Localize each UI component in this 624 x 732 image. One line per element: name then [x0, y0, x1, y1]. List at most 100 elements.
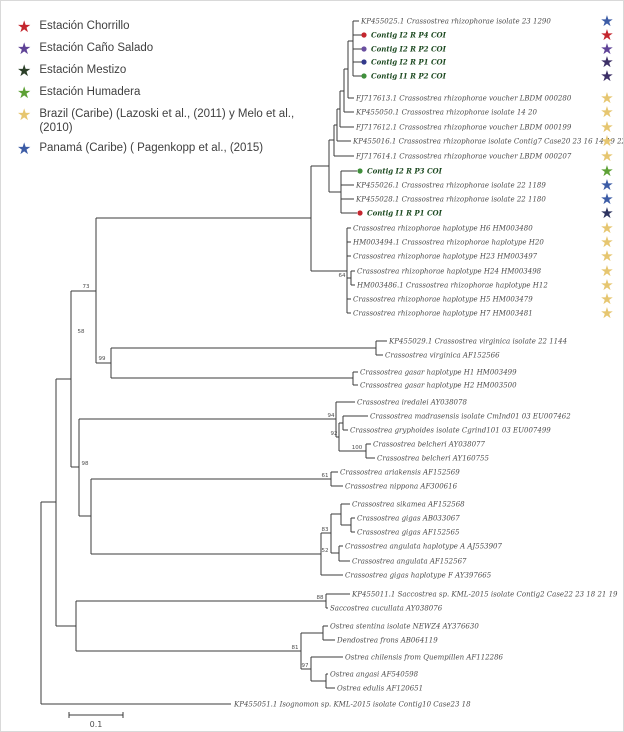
station-dot-icon	[357, 210, 363, 216]
support-value: 88	[317, 595, 324, 601]
station-star-icon: ★	[600, 40, 613, 58]
station-star-icon: ★	[600, 103, 613, 121]
taxon-label: FJ717614.1 Crassostrea rhizophorae vouch…	[355, 152, 572, 160]
station-star-icon: ★	[600, 190, 613, 208]
taxon-label: KP455026.1 Crassostrea rhizophorae isola…	[355, 181, 546, 189]
taxon-label: HM003486.1 Crassostrea rhizophorae haplo…	[356, 281, 548, 289]
support-value: 64	[339, 273, 346, 279]
taxon-label: FJ717612.1 Crassostrea rhizophorae vouch…	[355, 123, 572, 131]
station-star-icon: ★	[600, 162, 613, 180]
station-star-icon: ★	[600, 26, 613, 44]
taxon-label: KP455028.1 Crassostrea rhizophorae isola…	[355, 195, 546, 203]
taxon-label: Saccostrea cucullata AY038076	[330, 604, 443, 612]
taxon-label: Ostrea edulis AF120651	[337, 684, 423, 692]
legend-item-humadera: ★ Estación Humadera	[17, 85, 303, 101]
taxon-label: Crassostrea rhizophorae haplotype H7 HM0…	[353, 309, 533, 317]
scale-bar-label: 0.1	[90, 720, 103, 729]
taxon-label: Contig I2 R P3 COI	[367, 166, 443, 175]
legend-item-brazil: ★ Brazil (Caribe) (Lazoski et al., (2011…	[17, 107, 303, 135]
taxon-label: Crassostrea rhizophorae haplotype H24 HM…	[357, 267, 542, 275]
taxon-label: KP455029.1 Crassostrea virginica isolate…	[388, 337, 567, 345]
taxon-label: Crassostrea virginica AF152566	[385, 351, 500, 359]
taxon-label: Dendostrea frons AB064119	[336, 636, 438, 644]
taxon-label: Crassostrea nippona AF300616	[345, 482, 458, 490]
legend: ★ Estación Chorrillo ★ Estación Caño Sal…	[17, 19, 303, 157]
taxon-label: Crassostrea rhizophorae haplotype H6 HM0…	[353, 224, 533, 232]
taxon-label: Crassostrea gryphoides isolate Cgrind101…	[350, 426, 551, 434]
support-value: 81	[292, 645, 299, 651]
station-dot-icon	[361, 32, 367, 38]
taxon-label: Ostrea angasi AF540598	[330, 670, 419, 678]
taxon-label: Ostrea chilensis from Quempillen AF11228…	[345, 653, 504, 661]
taxon-label: Ostrea stentina isolate NEWZ4 AY376630	[330, 622, 479, 630]
taxon-label: KP455050.1 Crassostrea rhizophorae isola…	[355, 108, 537, 116]
station-star-icon: ★	[600, 290, 613, 308]
star-icon: ★	[17, 61, 32, 80]
legend-item-cano-salado: ★ Estación Caño Salado	[17, 41, 303, 57]
station-star-icon: ★	[600, 276, 613, 294]
taxon-label: Contig I2 R P2 COI	[371, 44, 447, 53]
taxon-label: Contig I2 R P1 COI	[371, 57, 447, 66]
support-value: 61	[322, 473, 329, 479]
station-star-icon: ★	[600, 262, 613, 280]
taxon-label: Crassostrea gigas AF152565	[357, 528, 460, 536]
station-star-icon: ★	[600, 176, 613, 194]
station-star-icon: ★	[600, 204, 613, 222]
station-dot-icon	[357, 168, 363, 174]
support-value: 58	[78, 329, 85, 335]
taxon-label: Crassostrea iredalei AY038078	[357, 398, 467, 406]
station-star-icon: ★	[600, 233, 613, 251]
star-icon: ★	[17, 39, 32, 58]
station-star-icon: ★	[600, 67, 613, 85]
support-value: 52	[322, 548, 329, 554]
taxon-label: Crassostrea gasar haplotype H1 HM003499	[360, 368, 517, 376]
taxon-label: Crassostrea belcheri AY038077	[373, 440, 485, 448]
support-value: 92	[331, 431, 338, 437]
station-star-icon: ★	[600, 304, 613, 322]
support-value: 98	[82, 461, 89, 467]
legend-item-chorrillo: ★ Estación Chorrillo	[17, 19, 303, 35]
star-icon: ★	[17, 17, 32, 36]
taxon-label: Contig I2 R P4 COI	[371, 30, 447, 39]
support-value: 99	[99, 356, 106, 362]
station-star-icon: ★	[600, 89, 613, 107]
taxon-label: Crassostrea belcheri AY160755	[377, 454, 489, 462]
legend-label: Estación Caño Salado	[39, 42, 154, 54]
taxon-label: KP455016.1 Crassostrea rhizophorae isola…	[352, 137, 624, 145]
legend-label: Estación Mestizo	[39, 64, 127, 76]
support-value: 73	[83, 284, 90, 290]
support-value: 97	[302, 663, 309, 669]
station-star-icon: ★	[600, 247, 613, 265]
star-icon: ★	[17, 139, 32, 158]
station-dot-icon	[361, 59, 367, 65]
legend-item-panama: ★ Panamá (Caribe) ( Pagenkopp et al., (2…	[17, 141, 303, 157]
taxon-label: KP455051.1 Isognomon sp. KML-2015 isolat…	[233, 700, 471, 708]
taxon-label: Crassostrea madrasensis isolate CmInd01 …	[370, 412, 571, 420]
taxon-label: Crassostrea ariakensis AF152569	[340, 468, 460, 476]
station-dot-icon	[361, 73, 367, 79]
legend-item-mestizo: ★ Estación Mestizo	[17, 63, 303, 79]
legend-label: Estación Humadera	[39, 86, 141, 98]
taxon-label: Contig I1 R P2 COI	[371, 71, 447, 80]
taxon-label: Crassostrea rhizophorae haplotype H23 HM…	[353, 252, 538, 260]
taxon-label: Crassostrea angulata AF152567	[352, 557, 467, 565]
station-star-icon: ★	[600, 12, 613, 30]
station-dot-icon	[361, 46, 367, 52]
support-value: 100	[352, 445, 363, 451]
legend-label: Brazil (Caribe) (Lazoski et al., (2011) …	[39, 108, 295, 134]
taxon-label: Crassostrea gigas haplotype F AY397665	[345, 571, 492, 579]
station-star-icon: ★	[600, 219, 613, 237]
taxon-label: KP455025.1 Crassostrea rhizophorae isola…	[360, 17, 551, 25]
taxon-label: Crassostrea angulata haplotype A AJ55390…	[345, 542, 503, 550]
legend-label: Estación Chorrillo	[39, 20, 130, 32]
taxon-label: Crassostrea gasar haplotype H2 HM003500	[360, 381, 517, 389]
taxon-label: HM003494.1 Crassostrea rhizophorae haplo…	[352, 238, 544, 246]
station-star-icon: ★	[600, 147, 613, 165]
taxon-label: FJ717613.1 Crassostrea rhizophorae vouch…	[355, 94, 572, 102]
taxon-label: Contig I1 R P1 COI	[367, 208, 443, 217]
taxon-label: KP455011.1 Saccostrea sp. KML-2015 isola…	[351, 590, 618, 598]
legend-label: Panamá (Caribe) ( Pagenkopp et al., (201…	[39, 142, 264, 154]
star-icon: ★	[17, 105, 32, 124]
support-value: 83	[322, 527, 329, 533]
